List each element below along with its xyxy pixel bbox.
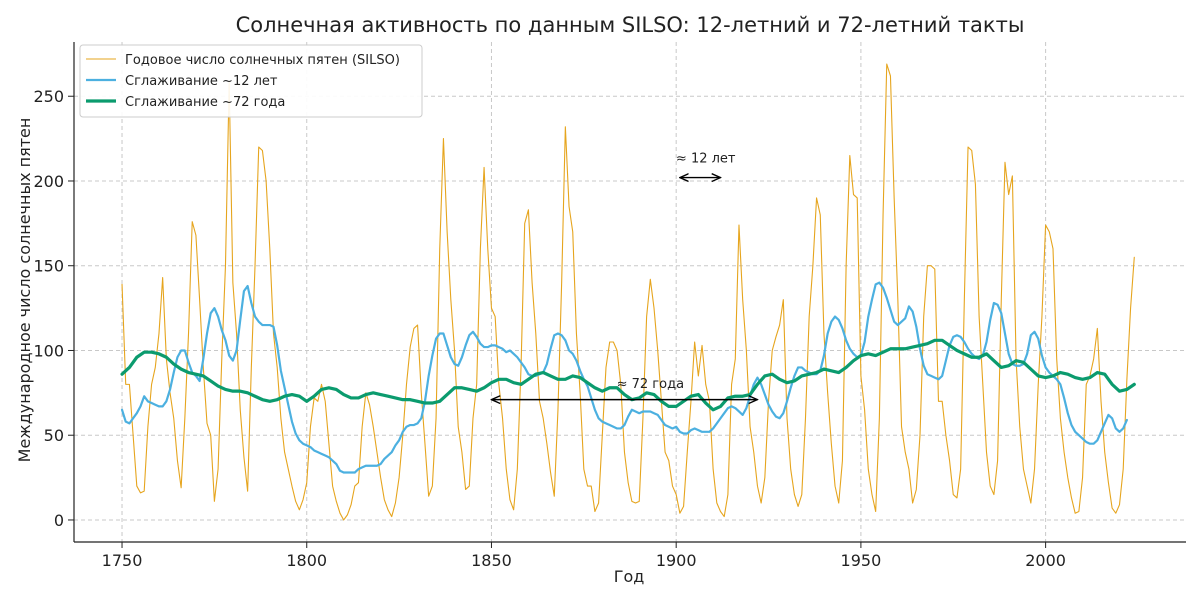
y-tick-label: 150 — [33, 257, 64, 276]
x-tick-label: 1800 — [286, 551, 327, 570]
x-tick-label: 2000 — [1025, 551, 1066, 570]
x-axis-label: Год — [614, 567, 645, 586]
y-tick-label: 50 — [44, 426, 64, 445]
legend-label-smooth12: Сглаживание ~12 лет — [125, 74, 278, 89]
y-tick-label: 0 — [54, 511, 64, 530]
series-line-annual — [122, 64, 1134, 520]
series-layer — [122, 64, 1134, 520]
y-tick-label: 200 — [33, 172, 64, 191]
chart-title: Солнечная активность по данным SILSO: 12… — [236, 13, 1025, 37]
legend-label-annual: Годовое число солнечных пятен (SILSO) — [125, 53, 400, 68]
legend: Годовое число солнечных пятен (SILSO) Сгл… — [80, 45, 422, 117]
x-tick-label: 1750 — [102, 551, 143, 570]
x-tick-label: 1950 — [841, 551, 882, 570]
x-axis-ticks: 1750 1800 1850 1900 1950 2000 — [102, 542, 1066, 570]
y-tick-label: 100 — [33, 341, 64, 360]
legend-label-smooth72: Сглаживание ~72 года — [125, 95, 285, 110]
y-axis-ticks: 0 50 100 150 200 250 — [33, 87, 74, 530]
x-tick-label: 1900 — [656, 551, 697, 570]
y-tick-label: 250 — [33, 87, 64, 106]
annotation-label-1: ≈ 12 лет — [676, 151, 736, 166]
annotation-label-2: ≈ 72 года — [617, 377, 684, 392]
x-tick-label: 1850 — [471, 551, 512, 570]
y-axis-label: Международное число солнечных пятен — [15, 118, 34, 463]
